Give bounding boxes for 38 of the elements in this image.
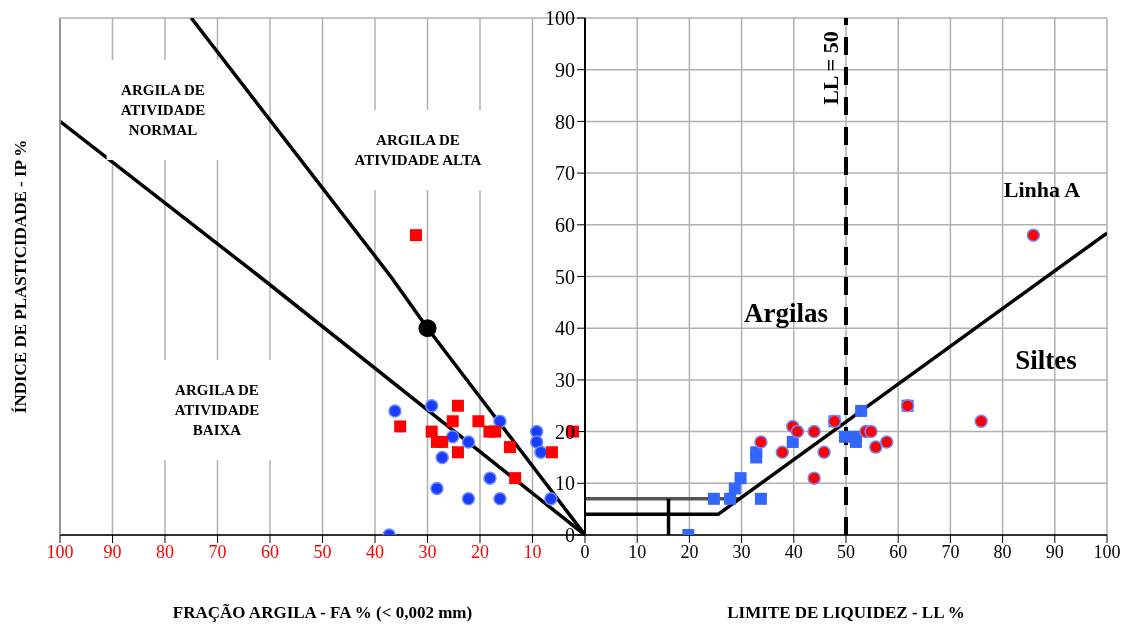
- x-tick-label: 20: [680, 541, 699, 562]
- annotation: Siltes: [1015, 344, 1077, 376]
- x-tick-label: 100: [1093, 541, 1121, 562]
- y-tick-label: 90: [555, 58, 575, 81]
- y-tick-label: 40: [555, 317, 575, 340]
- x-tick-label: 30: [732, 541, 751, 562]
- x-tick-label: 10: [628, 541, 647, 562]
- x-tick-label: 90: [1045, 541, 1064, 562]
- y-tick-label: 30: [555, 369, 575, 391]
- x-tick-label: 60: [261, 541, 279, 562]
- x-tick-label: 80: [993, 541, 1012, 562]
- y-tick-label: 80: [555, 110, 575, 133]
- x-axis-title: LIMITE DE LIQUIDEZ - LL %: [727, 603, 965, 622]
- annotation: Argilas: [744, 297, 828, 329]
- ref-line-label: LL = 50: [817, 31, 843, 105]
- x-tick-label: 20: [471, 541, 489, 562]
- x-tick-label: 80: [156, 541, 174, 562]
- x-tick-label: 50: [837, 541, 855, 562]
- x-tick-label: 70: [208, 541, 227, 562]
- x-tick-label: 90: [103, 541, 122, 562]
- x-tick-label: 40: [784, 541, 803, 562]
- y-tick-label: 100: [545, 7, 575, 30]
- x-tick-label: 10: [523, 541, 542, 562]
- x-tick-label: 60: [889, 541, 908, 562]
- y-axis-title: ÍNDICE DE PLASTICIDADE - IP %: [11, 139, 31, 414]
- y-tick-label: 10: [555, 472, 575, 495]
- y-tick-label: 60: [555, 213, 575, 236]
- x-axis-title: FRAÇÃO ARGILA - FA % (< 0,002 mm): [172, 603, 473, 622]
- text-box: ARGILA DE ATIVIDADE NORMAL: [106, 60, 220, 160]
- x-tick-label: 70: [941, 541, 960, 562]
- x-tick-label: 0: [580, 541, 590, 562]
- x-tick-label: 50: [313, 541, 332, 562]
- x-tick-label: 30: [418, 541, 437, 562]
- y-tick-label: 70: [555, 162, 575, 185]
- y-tick-label: 50: [555, 265, 575, 288]
- x-tick-label: 100: [46, 541, 74, 562]
- x-tick-label: 40: [366, 541, 384, 562]
- annotation: Linha A: [1003, 177, 1081, 203]
